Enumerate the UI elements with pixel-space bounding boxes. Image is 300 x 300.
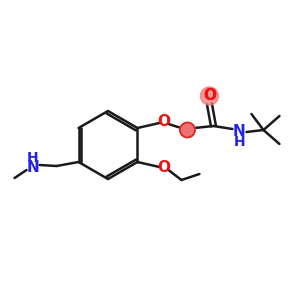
Text: O: O bbox=[157, 115, 170, 130]
Text: H: H bbox=[234, 135, 245, 149]
Text: H: H bbox=[27, 151, 38, 165]
Circle shape bbox=[200, 87, 218, 105]
Text: N: N bbox=[26, 160, 39, 175]
Text: N: N bbox=[233, 124, 246, 140]
Text: O: O bbox=[203, 88, 216, 104]
Circle shape bbox=[180, 122, 195, 137]
Text: O: O bbox=[157, 160, 170, 175]
Text: O: O bbox=[203, 88, 216, 104]
